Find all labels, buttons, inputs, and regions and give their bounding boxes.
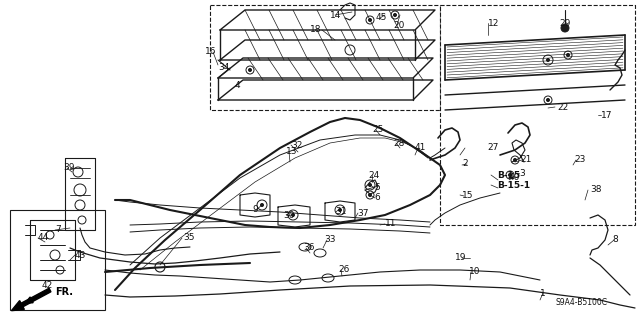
- Text: 22: 22: [557, 102, 568, 112]
- Text: 45: 45: [376, 13, 387, 23]
- Text: 31: 31: [335, 207, 346, 217]
- Bar: [440, 5, 635, 225]
- Circle shape: [248, 69, 252, 71]
- Text: 13: 13: [286, 147, 298, 157]
- Text: 7: 7: [55, 226, 61, 234]
- Circle shape: [339, 209, 342, 211]
- Text: 23: 23: [574, 155, 586, 165]
- Text: B-15-1: B-15-1: [497, 181, 530, 189]
- Text: B-15: B-15: [497, 170, 520, 180]
- Text: 21: 21: [520, 155, 531, 165]
- Circle shape: [513, 159, 516, 161]
- Text: 19: 19: [455, 254, 467, 263]
- Text: 18: 18: [310, 26, 321, 34]
- Text: 25: 25: [372, 125, 383, 135]
- Bar: [10, 210, 105, 310]
- Text: 10: 10: [469, 268, 481, 277]
- Text: 2: 2: [462, 160, 468, 168]
- Text: 27: 27: [487, 144, 499, 152]
- Text: 28: 28: [393, 138, 404, 147]
- FancyArrow shape: [12, 288, 51, 311]
- Text: 4: 4: [235, 80, 241, 90]
- Text: 39: 39: [63, 164, 74, 173]
- Circle shape: [547, 99, 550, 101]
- Text: 35: 35: [183, 234, 195, 242]
- Text: 40: 40: [509, 174, 520, 182]
- Circle shape: [566, 54, 570, 56]
- Text: 29: 29: [559, 19, 570, 27]
- Text: S9A4-B5100C: S9A4-B5100C: [555, 298, 607, 307]
- Text: FR.: FR.: [55, 287, 73, 297]
- Text: 5: 5: [374, 183, 380, 192]
- Text: 41: 41: [415, 144, 426, 152]
- Circle shape: [369, 183, 371, 187]
- Text: 11: 11: [385, 219, 397, 228]
- Text: 14: 14: [330, 11, 341, 19]
- Text: 26: 26: [338, 265, 349, 275]
- Text: 30: 30: [283, 211, 294, 219]
- Text: 16: 16: [205, 48, 216, 56]
- Text: 44: 44: [38, 234, 49, 242]
- Text: 36: 36: [303, 243, 314, 253]
- Circle shape: [369, 194, 371, 197]
- Text: 20: 20: [393, 20, 404, 29]
- Circle shape: [291, 213, 294, 217]
- Text: 3: 3: [519, 168, 525, 177]
- Text: 32: 32: [291, 140, 302, 150]
- Text: 9: 9: [252, 205, 258, 214]
- Text: 6: 6: [374, 194, 380, 203]
- Text: 12: 12: [488, 19, 499, 27]
- Circle shape: [561, 24, 569, 32]
- Text: 43: 43: [75, 250, 86, 259]
- Text: 42: 42: [42, 280, 53, 290]
- Bar: [210, 5, 440, 110]
- Circle shape: [547, 58, 550, 62]
- Text: 33: 33: [324, 235, 335, 244]
- Text: 24: 24: [368, 170, 380, 180]
- Text: 37: 37: [357, 209, 369, 218]
- Circle shape: [260, 204, 264, 206]
- Circle shape: [509, 174, 511, 176]
- Text: 8: 8: [612, 235, 618, 244]
- Text: 15: 15: [462, 191, 474, 201]
- Circle shape: [369, 19, 371, 21]
- Text: 38: 38: [590, 186, 602, 195]
- Circle shape: [394, 13, 397, 17]
- Text: 17: 17: [601, 110, 612, 120]
- Text: 1: 1: [540, 288, 546, 298]
- Text: 34: 34: [218, 63, 229, 71]
